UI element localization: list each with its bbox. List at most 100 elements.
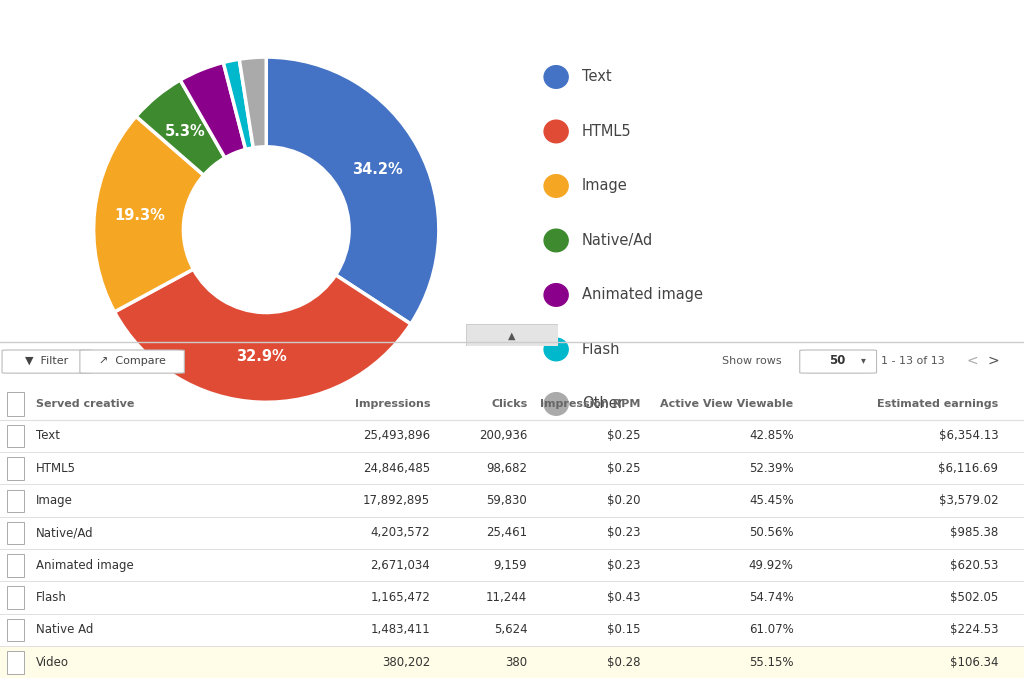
FancyBboxPatch shape	[7, 489, 24, 512]
Text: Flash: Flash	[582, 342, 621, 357]
Wedge shape	[223, 59, 253, 150]
Text: 55.15%: 55.15%	[750, 656, 794, 669]
Text: Show rows: Show rows	[722, 356, 781, 365]
Text: 61.07%: 61.07%	[749, 623, 794, 636]
Text: $0.25: $0.25	[606, 429, 640, 443]
Text: Text: Text	[582, 70, 611, 84]
Text: 24,846,485: 24,846,485	[362, 461, 430, 475]
Text: 54.74%: 54.74%	[749, 591, 794, 604]
Circle shape	[544, 284, 568, 306]
FancyBboxPatch shape	[7, 554, 24, 577]
Text: 200,936: 200,936	[479, 429, 527, 443]
FancyBboxPatch shape	[7, 587, 24, 609]
Text: >: >	[987, 354, 999, 367]
Text: $0.25: $0.25	[606, 461, 640, 475]
FancyBboxPatch shape	[7, 651, 24, 674]
Text: Animated image: Animated image	[582, 287, 702, 303]
FancyBboxPatch shape	[7, 522, 24, 544]
Text: Estimated earnings: Estimated earnings	[878, 399, 998, 409]
Text: Image: Image	[582, 178, 628, 193]
Circle shape	[544, 338, 568, 361]
Circle shape	[544, 393, 568, 416]
Text: 5,624: 5,624	[494, 623, 527, 636]
Text: 4,203,572: 4,203,572	[371, 526, 430, 539]
Text: 380,202: 380,202	[382, 656, 430, 669]
Text: 1,165,472: 1,165,472	[371, 591, 430, 604]
Text: Other: Other	[582, 397, 624, 411]
Text: 52.39%: 52.39%	[749, 461, 794, 475]
Text: HTML5: HTML5	[36, 461, 76, 475]
Text: 50.56%: 50.56%	[750, 526, 794, 539]
FancyBboxPatch shape	[7, 393, 24, 416]
FancyBboxPatch shape	[80, 350, 184, 373]
Circle shape	[544, 120, 568, 143]
FancyBboxPatch shape	[2, 350, 92, 373]
Text: 50: 50	[829, 354, 846, 367]
Text: Image: Image	[36, 494, 73, 507]
Circle shape	[544, 175, 568, 197]
Text: 34.2%: 34.2%	[352, 161, 403, 177]
Text: $0.43: $0.43	[606, 591, 640, 604]
Text: HTML5: HTML5	[582, 124, 632, 139]
Text: Native/Ad: Native/Ad	[36, 526, 93, 539]
Text: 19.3%: 19.3%	[115, 208, 166, 223]
Circle shape	[544, 229, 568, 252]
Text: 59,830: 59,830	[486, 494, 527, 507]
Text: $3,579.02: $3,579.02	[939, 494, 998, 507]
Text: $985.38: $985.38	[950, 526, 998, 539]
Text: Active View Viewable: Active View Viewable	[660, 399, 794, 409]
Text: 1,483,411: 1,483,411	[371, 623, 430, 636]
Text: 11,244: 11,244	[486, 591, 527, 604]
Bar	[0, 646, 1024, 678]
Text: ▾: ▾	[861, 356, 866, 365]
Text: <: <	[967, 354, 979, 367]
Wedge shape	[240, 57, 266, 148]
Wedge shape	[266, 57, 439, 324]
Text: 45.45%: 45.45%	[749, 494, 794, 507]
Text: Text: Text	[36, 429, 59, 443]
Text: 25,493,896: 25,493,896	[362, 429, 430, 443]
Text: $6,116.69: $6,116.69	[938, 461, 998, 475]
Text: $6,354.13: $6,354.13	[939, 429, 998, 443]
FancyBboxPatch shape	[7, 457, 24, 480]
Text: $0.20: $0.20	[606, 494, 640, 507]
Text: 2,671,034: 2,671,034	[371, 559, 430, 571]
Text: 9,159: 9,159	[494, 559, 527, 571]
Text: $502.05: $502.05	[950, 591, 998, 604]
FancyBboxPatch shape	[7, 619, 24, 642]
Text: 32.9%: 32.9%	[236, 349, 287, 364]
Text: 380: 380	[505, 656, 527, 669]
Text: 49.92%: 49.92%	[749, 559, 794, 571]
Text: Video: Video	[36, 656, 69, 669]
FancyBboxPatch shape	[800, 350, 877, 373]
Text: 98,682: 98,682	[486, 461, 527, 475]
Text: Served creative: Served creative	[36, 399, 134, 409]
Text: Flash: Flash	[36, 591, 67, 604]
Text: $0.23: $0.23	[606, 526, 640, 539]
Text: ▲: ▲	[508, 331, 516, 341]
Wedge shape	[136, 80, 225, 175]
Wedge shape	[180, 63, 246, 158]
Text: Native/Ad: Native/Ad	[582, 233, 653, 248]
Text: 17,892,895: 17,892,895	[362, 494, 430, 507]
Text: Impression RPM: Impression RPM	[540, 399, 640, 409]
Text: 25,461: 25,461	[486, 526, 527, 539]
Circle shape	[544, 65, 568, 88]
Text: $0.28: $0.28	[606, 656, 640, 669]
Text: Impressions: Impressions	[354, 399, 430, 409]
Text: Native Ad: Native Ad	[36, 623, 93, 636]
Text: $620.53: $620.53	[950, 559, 998, 571]
Text: $106.34: $106.34	[950, 656, 998, 669]
Text: $0.15: $0.15	[606, 623, 640, 636]
Text: $0.23: $0.23	[606, 559, 640, 571]
Wedge shape	[115, 269, 411, 402]
Text: Animated image: Animated image	[36, 559, 133, 571]
Text: 42.85%: 42.85%	[749, 429, 794, 443]
Wedge shape	[93, 116, 204, 312]
Text: ▼  Filter: ▼ Filter	[26, 356, 69, 365]
FancyBboxPatch shape	[7, 425, 24, 448]
Text: Clicks: Clicks	[492, 399, 527, 409]
Text: ↗  Compare: ↗ Compare	[98, 356, 166, 365]
Text: 1 - 13 of 13: 1 - 13 of 13	[881, 356, 944, 365]
Text: 5.3%: 5.3%	[165, 124, 206, 139]
